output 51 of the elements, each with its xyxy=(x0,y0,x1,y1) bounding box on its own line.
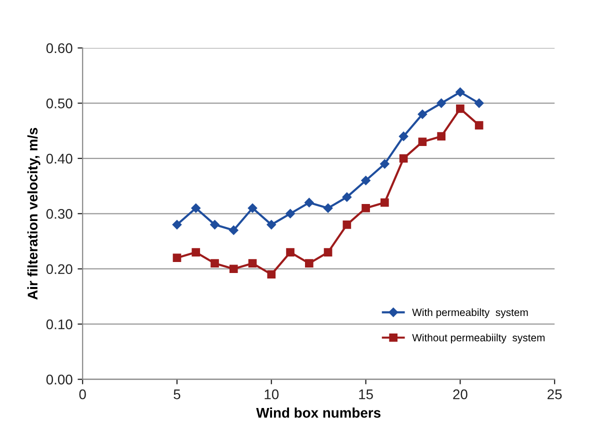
legend-label: Without permeabiilty system xyxy=(412,334,545,344)
y-tick-label: 0.20 xyxy=(46,264,72,274)
point xyxy=(229,226,238,235)
point xyxy=(266,220,276,230)
point xyxy=(304,198,314,208)
y-tick-label: 0.40 xyxy=(46,154,72,164)
x-axis-title: Wind box numbers xyxy=(256,408,380,418)
point xyxy=(267,270,276,279)
point xyxy=(192,248,200,256)
point xyxy=(399,154,408,163)
point xyxy=(436,98,446,108)
point xyxy=(418,138,427,146)
point xyxy=(342,192,352,202)
y-axis-title: Air filteration velocity, m/s xyxy=(27,128,40,300)
point xyxy=(286,209,295,218)
legend-label: With permeabilty system xyxy=(412,308,528,318)
point xyxy=(229,264,238,274)
point xyxy=(304,259,314,268)
x-tick-label: 5 xyxy=(174,390,180,400)
y-tick-label: 0.00 xyxy=(46,374,72,384)
point xyxy=(474,121,484,130)
point xyxy=(210,220,220,230)
point xyxy=(456,104,464,113)
point xyxy=(418,110,428,119)
point xyxy=(456,88,465,97)
point xyxy=(248,203,258,213)
point xyxy=(324,248,332,256)
point xyxy=(172,254,182,262)
point xyxy=(286,248,294,256)
point xyxy=(398,132,408,141)
x-tick-label: 20 xyxy=(453,389,468,400)
y-tick-label: 0.60 xyxy=(46,43,72,54)
point xyxy=(172,220,182,230)
point xyxy=(361,176,370,186)
point xyxy=(380,198,389,207)
point xyxy=(380,159,390,169)
point xyxy=(342,220,352,229)
point xyxy=(210,259,219,268)
point xyxy=(323,203,333,213)
point xyxy=(362,204,370,212)
y-tick-label: 0.50 xyxy=(46,98,72,108)
x-tick-label: 15 xyxy=(359,390,373,400)
x-tick-label: 10 xyxy=(264,389,279,400)
point xyxy=(474,98,484,108)
x-tick-label: 25 xyxy=(548,389,562,400)
point xyxy=(437,132,446,140)
x-tick-label: 0 xyxy=(79,389,86,400)
point xyxy=(248,259,257,268)
point xyxy=(191,203,201,213)
y-tick-label: 0.30 xyxy=(46,208,72,219)
y-tick-label: 0.10 xyxy=(46,319,72,330)
